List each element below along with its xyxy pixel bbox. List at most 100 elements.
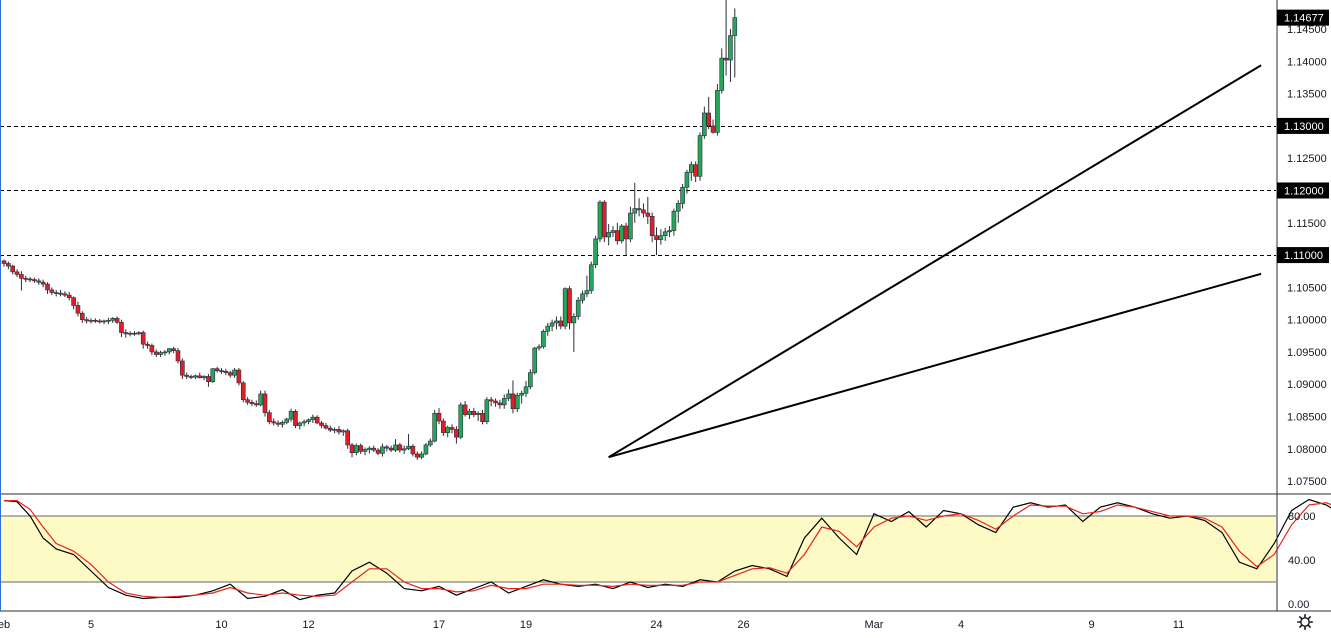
candle-body xyxy=(327,427,333,431)
last-price-label: 1.14677 xyxy=(1284,13,1324,25)
candle-body xyxy=(140,332,146,345)
candle-body xyxy=(145,343,150,346)
candle-body xyxy=(541,330,546,348)
time-tick-label: 11 xyxy=(1173,619,1184,631)
candle-body xyxy=(354,445,359,453)
stoch-d-line xyxy=(4,500,1331,599)
overbought-oversold-band xyxy=(0,516,1276,582)
candle-body xyxy=(471,411,477,415)
candle-body xyxy=(384,446,390,449)
candle-body xyxy=(645,212,651,217)
trendlines[interactable] xyxy=(608,64,1262,459)
candle-body xyxy=(532,347,538,373)
candle-body xyxy=(236,369,242,384)
candle-body xyxy=(288,411,294,420)
candle-body xyxy=(636,208,642,211)
candle-body xyxy=(227,372,233,376)
candle-body xyxy=(501,398,507,406)
price-tick-label: 1.07500 xyxy=(1287,476,1327,488)
candle-body xyxy=(254,403,259,406)
candle-body xyxy=(667,230,672,233)
candle-body xyxy=(680,186,685,204)
candle-body xyxy=(702,112,707,136)
candle-body xyxy=(271,421,277,424)
candle-body xyxy=(167,348,172,353)
candle-body xyxy=(675,203,681,212)
candle-body xyxy=(467,411,472,415)
candle-body xyxy=(427,440,433,446)
price-levels xyxy=(0,126,1276,256)
osc-tick-label: 80.00 xyxy=(1288,511,1316,523)
candle-body xyxy=(275,422,281,425)
candle-body xyxy=(219,370,224,372)
candle-body xyxy=(232,369,237,376)
price-tick-label: 1.09500 xyxy=(1287,347,1327,359)
candle-body xyxy=(136,332,142,335)
candle-body xyxy=(371,447,377,451)
candle-body xyxy=(97,320,102,323)
candle-body xyxy=(462,404,468,415)
candle-body xyxy=(127,332,133,335)
candle-body xyxy=(432,412,437,442)
osc-tick-label: 0.00 xyxy=(1288,599,1309,611)
time-tick-label: 5 xyxy=(88,619,94,631)
candle-body xyxy=(649,216,655,236)
candle-body xyxy=(615,230,620,242)
candle-body xyxy=(641,209,646,214)
candles xyxy=(1,0,738,460)
oscillator-pane xyxy=(0,498,1331,601)
candle-body xyxy=(180,360,185,376)
candle-body xyxy=(662,231,668,236)
candle-body xyxy=(549,322,555,327)
candle-body xyxy=(36,280,42,283)
candle-body xyxy=(306,419,311,422)
candle-body xyxy=(454,429,459,438)
level-label-bg xyxy=(1277,117,1329,134)
candle-body xyxy=(301,421,307,424)
trendline[interactable] xyxy=(608,64,1262,459)
candle-body xyxy=(567,288,572,324)
candle-body xyxy=(84,319,89,322)
time-tick-label: 9 xyxy=(1088,619,1094,631)
candle-body xyxy=(80,312,85,320)
candle-body xyxy=(723,57,729,61)
candle-body xyxy=(654,235,659,240)
osc-tick-label: 40.00 xyxy=(1288,555,1316,567)
candle-body xyxy=(597,201,603,240)
candle-body xyxy=(523,386,529,394)
candle-body xyxy=(528,372,533,388)
candle-body xyxy=(110,318,116,321)
candle-body xyxy=(375,449,381,454)
candle-body xyxy=(10,265,15,273)
gear-icon[interactable] xyxy=(1297,614,1313,630)
candle-body xyxy=(358,445,364,452)
trendline[interactable] xyxy=(608,272,1262,459)
candle-body xyxy=(606,232,611,238)
time-tick-label: 10 xyxy=(215,619,227,631)
candle-body xyxy=(493,400,498,404)
candle-body xyxy=(310,416,316,421)
candle-body xyxy=(414,453,420,458)
candle-body xyxy=(593,238,598,266)
candle-body xyxy=(497,402,503,406)
candle-body xyxy=(66,294,72,298)
candle-body xyxy=(14,271,20,275)
candle-body xyxy=(23,278,29,280)
candle-body xyxy=(319,422,324,426)
candle-body xyxy=(388,447,394,451)
candle-body xyxy=(558,320,564,327)
candle-body xyxy=(175,350,181,362)
time-tick-label: 12 xyxy=(302,619,314,631)
candle-body xyxy=(393,444,398,451)
level-label: 1.11000 xyxy=(1284,250,1323,262)
candle-body xyxy=(1,260,7,264)
candle-body xyxy=(101,320,107,323)
candle-body xyxy=(332,429,337,431)
candle-body xyxy=(458,404,464,438)
candle-body xyxy=(571,316,577,324)
candle-body xyxy=(88,319,94,322)
price-tick-label: 1.12500 xyxy=(1287,153,1327,165)
candle-body xyxy=(62,293,68,296)
candle-body xyxy=(488,399,494,402)
